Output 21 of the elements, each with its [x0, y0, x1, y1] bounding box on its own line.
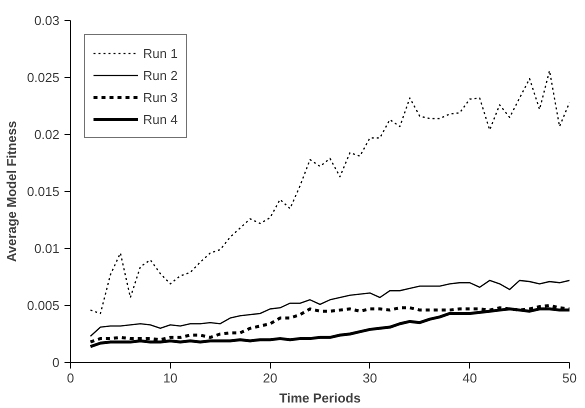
y-tick-label: 0.01 — [34, 241, 60, 256]
x-tick-label: 20 — [262, 370, 278, 386]
x-tick-label: 0 — [66, 370, 74, 386]
x-tick-label: 50 — [562, 370, 577, 386]
x-tick-label: 10 — [163, 370, 178, 386]
legend-label: Run 3 — [143, 90, 178, 104]
legend-label: Run 2 — [143, 68, 178, 82]
x-tick-label: 40 — [462, 370, 477, 386]
y-tick-label: 0.03 — [34, 13, 60, 28]
line-series — [90, 70, 570, 314]
x-tick-label: 30 — [362, 370, 378, 386]
legend-label: Run 4 — [143, 112, 178, 126]
y-tick-label: 0.025 — [26, 70, 60, 85]
y-tick-label: 0.015 — [26, 184, 60, 199]
y-tick-label: 0 — [52, 355, 60, 370]
x-axis-title: Time Periods — [279, 390, 361, 406]
line-series — [90, 280, 570, 337]
legend-label: Run 1 — [143, 46, 178, 60]
y-tick-label: 0.02 — [34, 127, 60, 142]
y-tick-label: 0.005 — [26, 298, 60, 313]
y-axis-title: Average Model Fitness — [4, 120, 19, 262]
